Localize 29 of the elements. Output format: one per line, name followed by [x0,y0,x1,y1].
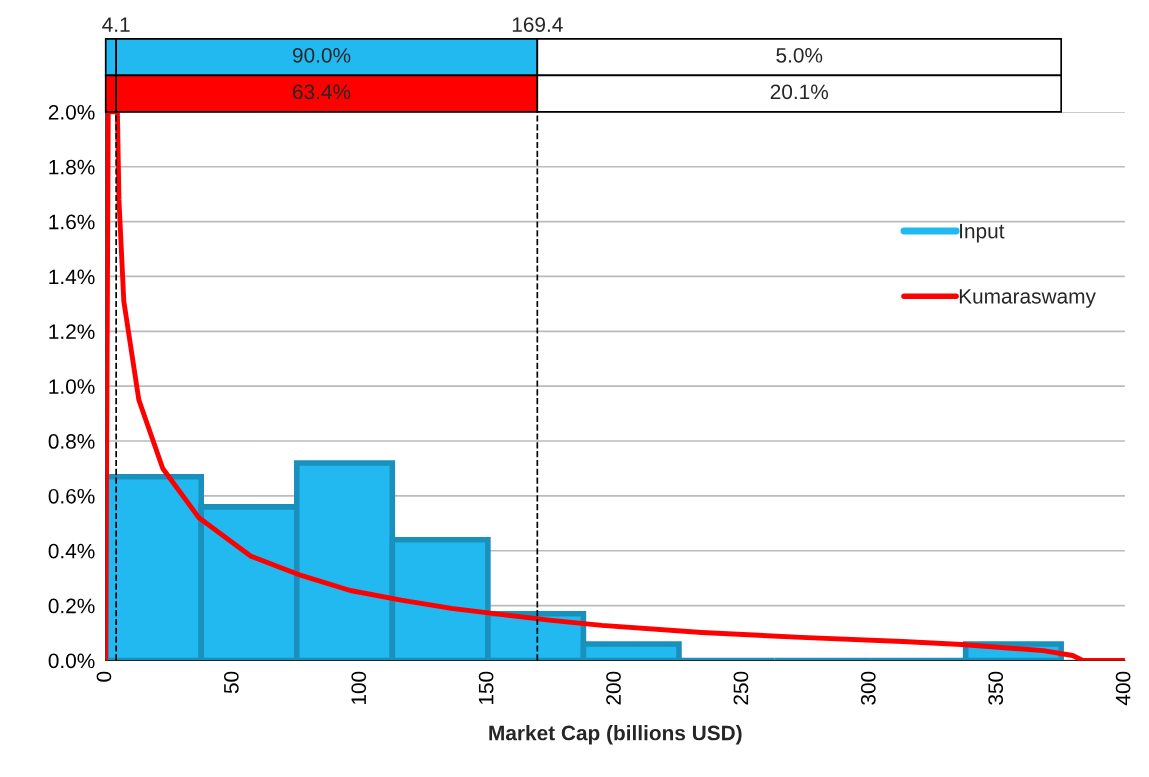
y-tick-label: 0.2% [48,598,95,614]
y-tick-label: 1.6% [49,214,95,230]
y-tick-label: 0.8% [48,434,95,449]
x-tick-label: 100 [351,671,367,705]
x-tick-label: 0 [96,671,112,682]
y-tick-label: 2.0% [48,104,95,120]
x-tick-label: 400 [1115,671,1131,706]
y-tick-label: 0.6% [48,488,95,504]
y-tick-label: 0.0% [48,653,95,669]
ref-line-label: 4.1 [102,17,130,32]
x-tick-label: 250 [733,671,749,705]
x-tick-label: 50 [223,671,239,694]
text: 20.1% [770,84,829,100]
x-tick-label: 200 [606,671,621,705]
text: 90.0% [292,47,351,63]
x-tick-label: 150 [478,671,494,705]
x-tick-label: 300 [860,671,876,705]
x-tick-label: 350 [988,671,1004,705]
y-tick-label: 1.0% [49,379,95,394]
text: 5.0% [776,47,823,63]
text: 63.4% [293,84,351,100]
legend-label: Input [960,223,1005,243]
y-tick-label: 1.4% [49,269,95,285]
legend-label: Kumaraswamy [959,289,1096,308]
x-axis-title: Market Cap (billions USD) [489,725,742,745]
y-tick-label: 0.4% [48,543,95,559]
y-tick-label: 1.2% [49,324,95,339]
ref-line-label: 169.4 [512,17,563,32]
y-tick-label: 1.8% [49,159,95,175]
